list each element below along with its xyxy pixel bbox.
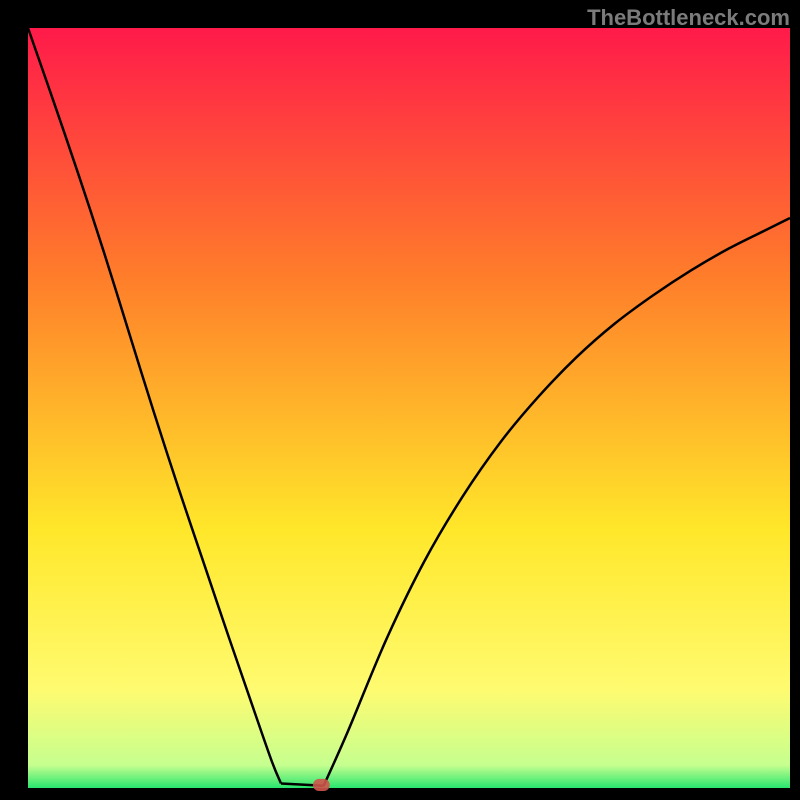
plot-area xyxy=(28,28,790,788)
optimal-marker xyxy=(313,779,330,791)
curve-left-branch xyxy=(28,28,281,783)
bottleneck-curve-svg xyxy=(28,28,790,788)
watermark-text: TheBottleneck.com xyxy=(587,5,790,31)
chart-frame: TheBottleneck.com xyxy=(0,0,800,800)
curve-right-branch xyxy=(324,218,790,786)
